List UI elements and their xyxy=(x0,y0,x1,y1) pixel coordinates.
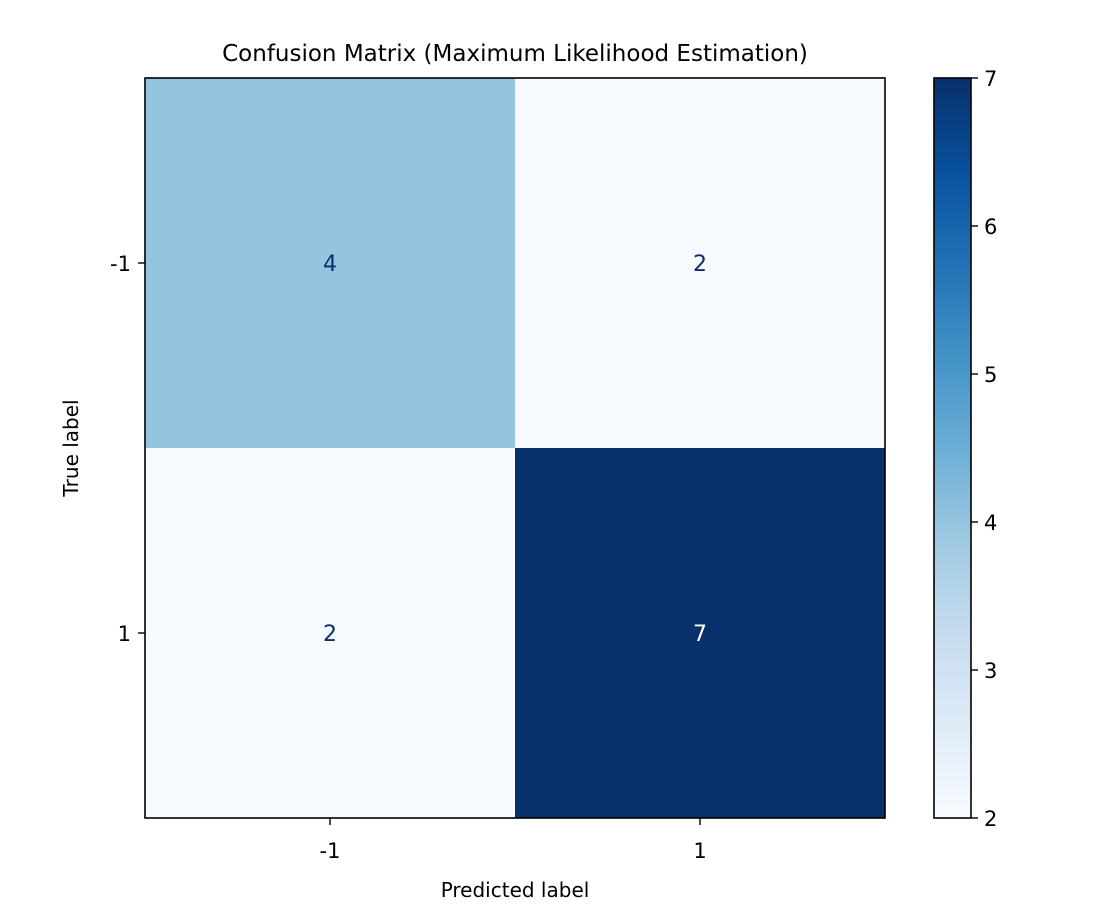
colorbar-tick-label: 7 xyxy=(984,67,997,91)
x-axis-ticks: -1 1 xyxy=(320,818,707,863)
y-tick-label: -1 xyxy=(110,252,131,276)
heatmap-cells xyxy=(145,78,885,818)
heatmap-cell xyxy=(515,78,885,448)
x-axis-label: Predicted label xyxy=(441,878,590,902)
cell-value-label: 4 xyxy=(323,252,337,277)
x-tick-label: -1 xyxy=(320,839,341,863)
colorbar-tick-label: 6 xyxy=(984,215,997,239)
colorbar-tick-label: 3 xyxy=(984,659,997,683)
cell-value-label: 2 xyxy=(693,252,707,277)
y-axis-ticks: -1 1 xyxy=(110,252,145,646)
chart-title: Confusion Matrix (Maximum Likelihood Est… xyxy=(222,41,808,67)
y-tick-label: 1 xyxy=(118,622,131,646)
heatmap-cell xyxy=(145,78,515,448)
colorbar-tick-label: 2 xyxy=(984,807,997,831)
heatmap-cell xyxy=(515,448,885,818)
heatmap-cell-labels: 4 2 2 7 xyxy=(323,252,707,647)
colorbar xyxy=(933,77,972,819)
cell-value-label: 7 xyxy=(693,622,707,647)
y-axis-label: True label xyxy=(59,399,83,497)
cell-value-label: 2 xyxy=(323,622,337,647)
plot-frame xyxy=(144,77,886,819)
colorbar-ticks: 2 3 4 5 6 7 xyxy=(971,67,997,831)
colorbar-tick-label: 5 xyxy=(984,363,997,387)
colorbar-tick-label: 4 xyxy=(984,511,997,535)
x-tick-label: 1 xyxy=(693,839,706,863)
heatmap-cell xyxy=(145,448,515,818)
